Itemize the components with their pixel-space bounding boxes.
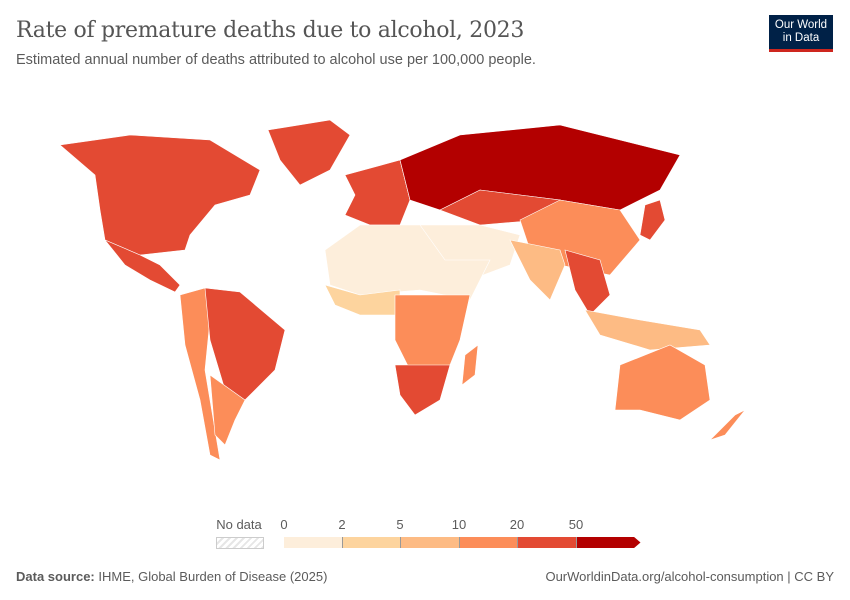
map-region-western-europe[interactable]: [344, 159, 411, 226]
page-title: Rate of premature deaths due to alcohol,…: [16, 18, 525, 43]
map-region-brazil[interactable]: [204, 287, 286, 401]
legend-bin-0-2[interactable]: [284, 537, 343, 548]
legend-tick-2: 2: [338, 517, 346, 532]
legend-tick-5: 5: [396, 517, 404, 532]
map-region-indonesia[interactable]: [584, 309, 711, 351]
data-source: Data source: IHME, Global Burden of Dise…: [16, 569, 327, 584]
legend-tick-10: 10: [451, 517, 467, 532]
world-map[interactable]: [0, 100, 850, 470]
map-region-india[interactable]: [509, 239, 566, 301]
legend-tick-20: 20: [509, 517, 525, 532]
legend-bin-20-50[interactable]: [518, 537, 577, 548]
legend-bin-50+[interactable]: [576, 537, 641, 548]
map-region-australia[interactable]: [614, 344, 711, 421]
map-region-north-africa[interactable]: [324, 224, 491, 301]
map-region-north-america[interactable]: [59, 134, 261, 256]
data-source-text: IHME, Global Burden of Disease (2025): [98, 569, 328, 584]
legend-tick-50: 50: [568, 517, 584, 532]
map-region-southeast-asia[interactable]: [564, 249, 611, 316]
data-source-label: Data source:: [16, 569, 95, 584]
map-region-central-africa[interactable]: [394, 294, 471, 371]
page-subtitle: Estimated annual number of deaths attrib…: [16, 52, 536, 68]
map-region-greenland[interactable]: [267, 119, 351, 186]
map-region-southern-cone[interactable]: [209, 374, 246, 446]
legend-bin-5-10[interactable]: [401, 537, 460, 548]
legend-bin-2-5[interactable]: [342, 537, 401, 548]
map-region-mexico-central-america[interactable]: [104, 239, 181, 293]
legend-tick-0: 0: [280, 517, 288, 532]
legend-bin-10-20[interactable]: [459, 537, 518, 548]
source-url-link[interactable]: OurWorldinData.org/alcohol-consumption |…: [545, 569, 834, 584]
owid-logo[interactable]: Our World in Data: [769, 15, 833, 52]
map-region-new-zealand[interactable]: [709, 409, 746, 441]
map-region-madagascar[interactable]: [461, 344, 479, 386]
map-region-southern-africa[interactable]: [394, 364, 451, 416]
legend-no-data-label: No data: [216, 517, 262, 532]
map-region-japan[interactable]: [639, 199, 666, 241]
legend-no-data-swatch: [216, 537, 264, 549]
